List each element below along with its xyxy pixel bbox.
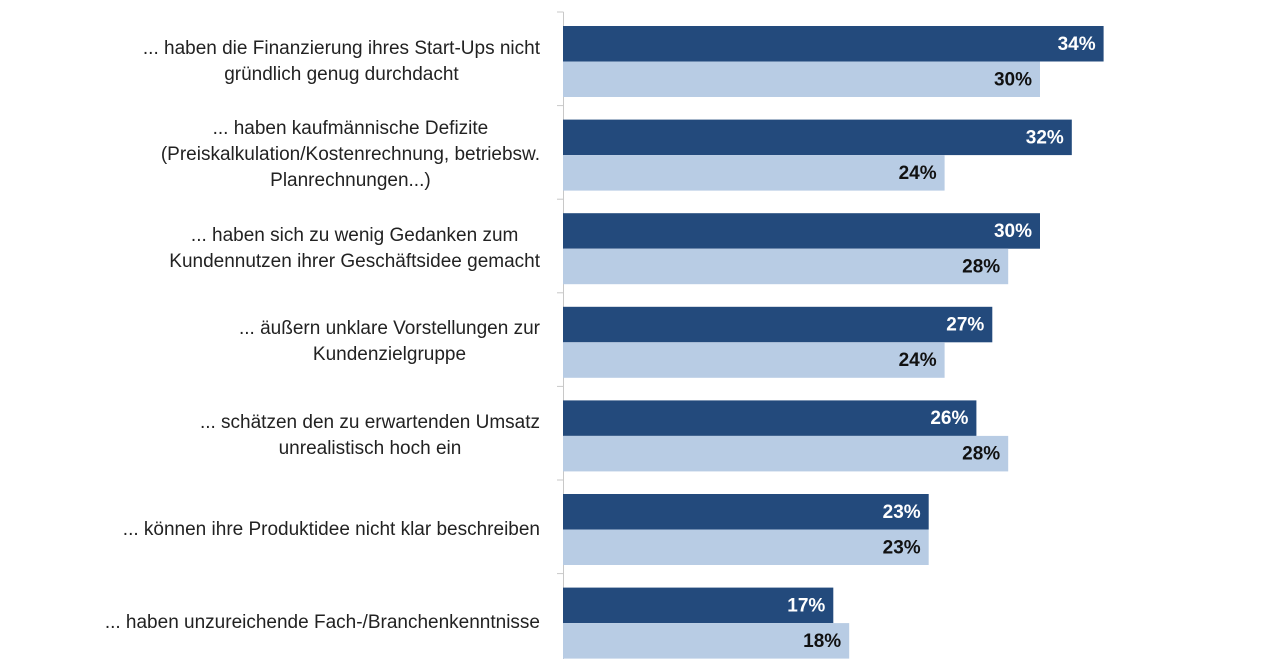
value-label: 24%: [899, 350, 937, 371]
bar: [563, 435, 1009, 472]
value-label: 18%: [803, 631, 841, 652]
value-label: 30%: [994, 69, 1032, 90]
bar: [563, 306, 993, 343]
value-label: 30%: [994, 221, 1032, 242]
value-label: 24%: [899, 163, 937, 184]
value-label: 28%: [962, 256, 1000, 277]
bar: [563, 26, 1104, 62]
value-label: 17%: [787, 595, 825, 616]
category-label: ... können ihre Produktidee nicht klar b…: [122, 518, 540, 540]
value-label: 34%: [1058, 34, 1096, 55]
value-label: 23%: [883, 537, 921, 558]
value-label: 26%: [930, 408, 968, 429]
category-label: ... haben kaufmännische Defizite (Preisk…: [160, 118, 540, 192]
bar: [563, 119, 1072, 156]
bar: [563, 587, 834, 624]
bar: [563, 61, 1040, 97]
category-label: ... haben sich zu wenig Gedanken zum Kun…: [169, 224, 540, 272]
bar: [563, 155, 945, 191]
category-label: ... äußern unklare Vorstellungen zur Kun…: [238, 318, 540, 366]
bar: [563, 213, 1040, 249]
value-label: 27%: [946, 315, 984, 336]
bar: [563, 529, 929, 565]
category-label: ... schätzen den zu erwartenden Umsatz u…: [199, 411, 540, 459]
bar: [563, 494, 929, 530]
value-label: 28%: [962, 444, 1000, 465]
value-label: 32%: [1026, 127, 1064, 148]
category-label: ... haben unzureichende Fach-/Branchenke…: [104, 612, 540, 634]
bar: [563, 248, 1009, 285]
category-label: ... haben die Finanzierung ihres Start-U…: [142, 37, 540, 85]
bar: [563, 342, 945, 378]
value-label: 23%: [883, 502, 921, 523]
bar: [563, 623, 850, 659]
bar: [563, 400, 977, 436]
